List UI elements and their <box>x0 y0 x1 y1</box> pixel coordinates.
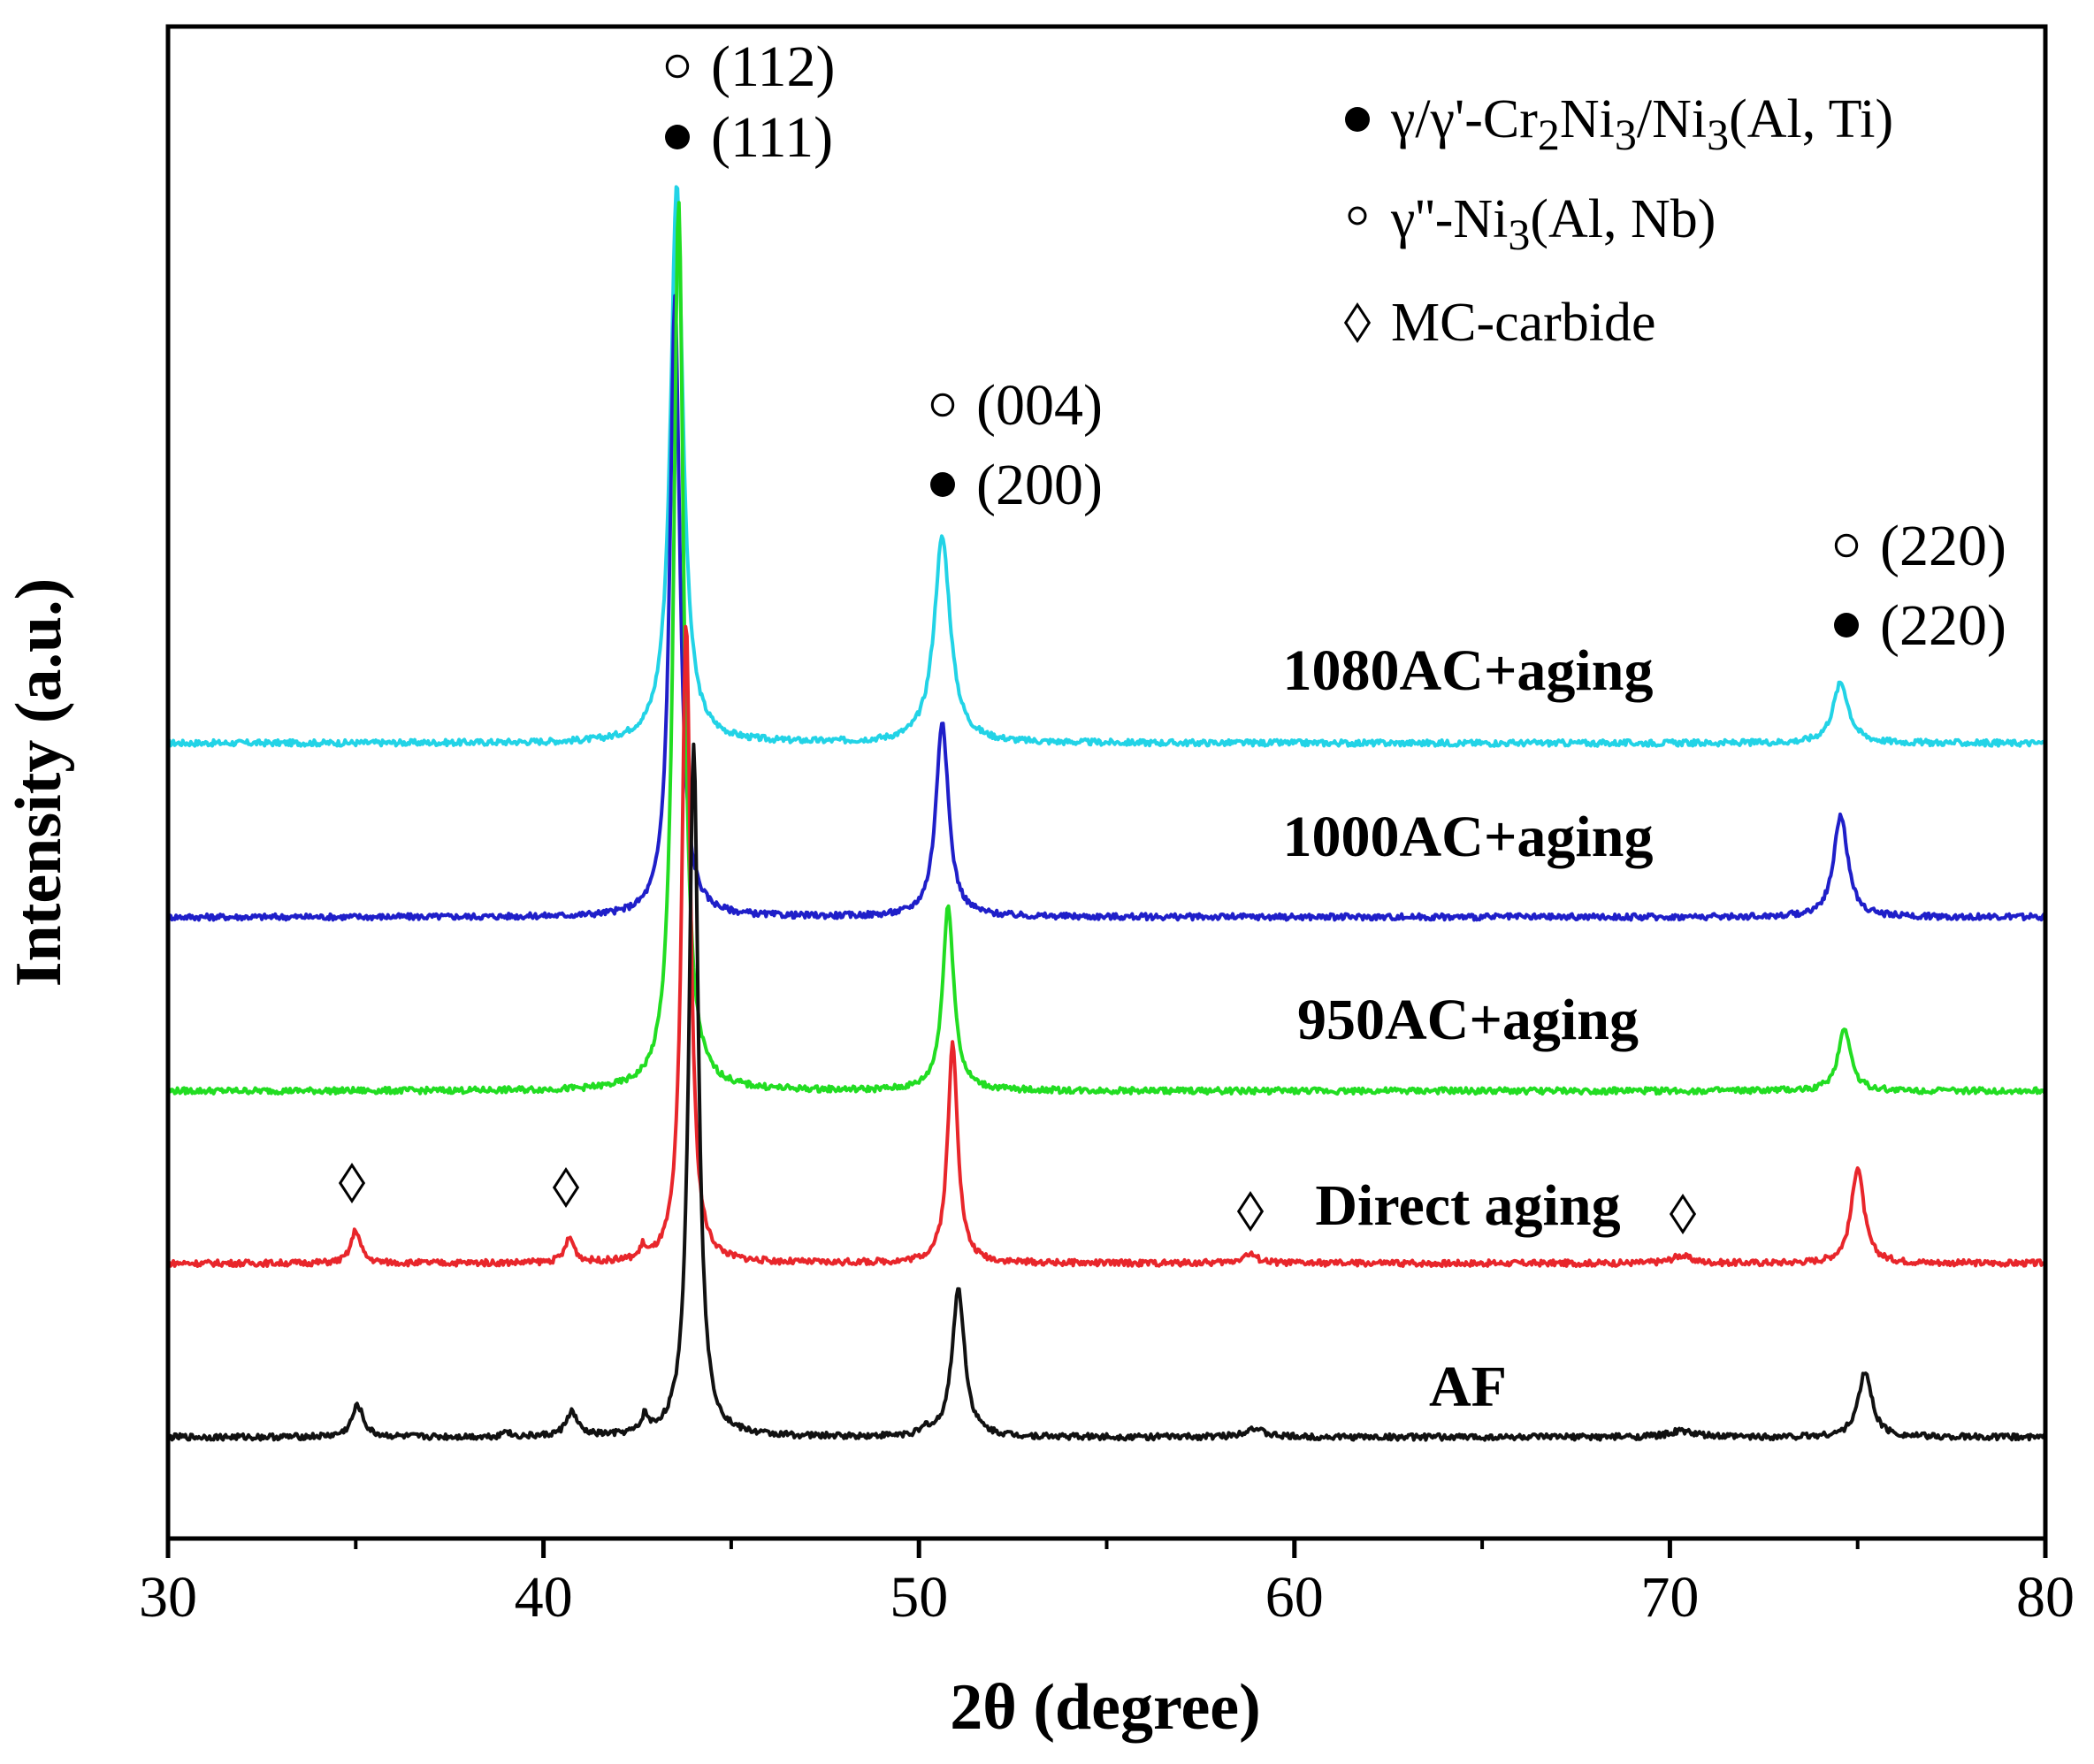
diamond-icon <box>1236 1190 1265 1233</box>
label-layer: 1080AC+aging 1000AC+aging 950AC+aging Direc… <box>338 34 2006 1419</box>
open-circle-icon <box>665 54 690 79</box>
x-tick-label: 80 <box>2016 1565 2075 1630</box>
open-circle-icon <box>930 393 955 417</box>
peak-index-label: (111) <box>711 105 833 170</box>
legend-label: γ/γ'-Cr2Ni3/Ni3(Al, Ti) <box>1390 89 1893 159</box>
legend-item: γ/γ'-Cr2Ni3/Ni3(Al, Ti) <box>1345 89 1893 159</box>
peak-index-label: (112) <box>711 34 836 99</box>
filled-circle-icon <box>665 125 690 149</box>
series-label: 1080AC+aging <box>1283 638 1654 703</box>
series-label: AF <box>1429 1355 1507 1419</box>
x-tick-label: 70 <box>1640 1565 1699 1630</box>
filled-circle-icon <box>930 472 955 497</box>
series-line-direct-aging <box>167 624 2047 1268</box>
diamond-icon <box>552 1166 580 1209</box>
x-axis-title: 2θ (degree) <box>950 1671 1261 1744</box>
x-tick-label: 60 <box>1265 1565 1324 1630</box>
peak-index-label: (220) <box>1880 514 2006 578</box>
legend-label: γ''-Ni3(Al, Nb) <box>1390 189 1716 259</box>
peak-index-label: (200) <box>976 453 1103 517</box>
legend-item: γ''-Ni3(Al, Nb) <box>1348 189 1716 259</box>
diamond-icon <box>338 1162 366 1204</box>
series-layer <box>166 185 2047 1442</box>
x-tick-label: 40 <box>515 1565 573 1630</box>
diamond-icon <box>1669 1193 1697 1235</box>
series-label: 950AC+aging <box>1297 988 1639 1052</box>
series-label: Direct aging <box>1315 1173 1620 1238</box>
series-line-1080ac-aging <box>167 185 2047 748</box>
open-circle-icon <box>1834 533 1859 558</box>
x-tick-label: 30 <box>139 1565 197 1630</box>
x-tick-label: 50 <box>890 1565 948 1630</box>
peak-index-label: (220) <box>1880 593 2006 658</box>
peak-index-label: (004) <box>976 373 1103 438</box>
filled-circle-icon <box>1834 613 1859 638</box>
diamond-icon <box>1343 302 1372 344</box>
series-line-af <box>166 742 2047 1442</box>
plot-frame <box>165 24 2048 1541</box>
y-axis-title: Intensity (a.u.) <box>3 578 75 988</box>
tick-layer: 30 40 50 60 70 80 <box>139 1539 2075 1630</box>
series-label: 1000AC+aging <box>1283 805 1654 869</box>
open-circle-icon <box>1348 206 1367 225</box>
series-line-950ac-aging <box>166 201 2047 1096</box>
legend-item: MC-carbide <box>1343 293 1656 353</box>
series-line-1000ac-aging <box>166 294 2047 922</box>
legend-label: MC-carbide <box>1391 293 1656 353</box>
filled-circle-icon <box>1345 107 1370 132</box>
